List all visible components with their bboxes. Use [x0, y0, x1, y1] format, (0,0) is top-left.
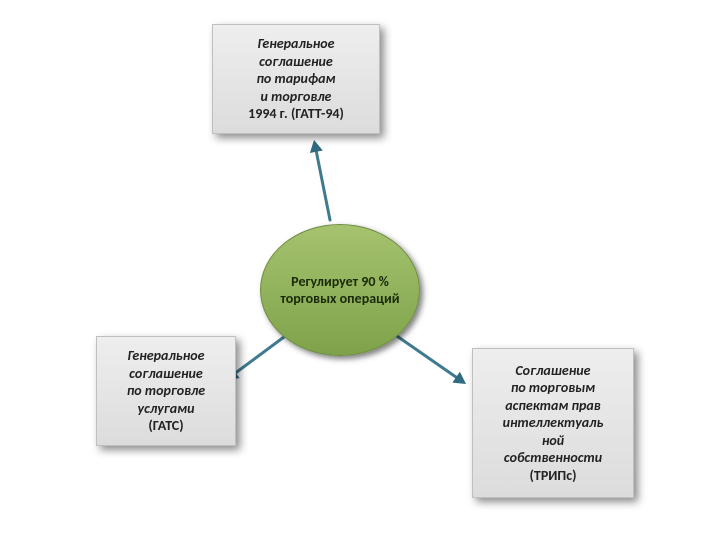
node-left-line: соглашение	[129, 365, 203, 383]
node-right-line: (ТРИПс)	[530, 467, 577, 485]
node-right-line: интеллектуаль	[503, 414, 604, 432]
node-right-line: аспектам прав	[505, 397, 600, 415]
arrow-left-line	[235, 334, 288, 374]
arrow-top-head	[310, 140, 323, 153]
node-left-line: по торговле	[127, 382, 205, 400]
node-left-line: Генеральное	[127, 347, 204, 365]
diagram-canvas: Регулирует 90 % торговых операций Генера…	[0, 0, 720, 540]
node-top-line: по тарифам	[256, 70, 335, 88]
node-top-line: соглашение	[259, 53, 333, 71]
node-top-line: Генеральное	[257, 35, 334, 53]
node-left-line: услугами	[138, 400, 195, 418]
node-right-line: собственности	[504, 449, 602, 467]
node-top-line: и торговле	[261, 88, 332, 106]
node-right-line: Соглашение	[515, 362, 590, 380]
node-right-line: ной	[542, 432, 564, 450]
node-right: Соглашениепо торговымаспектам правинтелл…	[472, 348, 634, 498]
node-right-line: по торговым	[511, 379, 595, 397]
node-top: Генеральноесоглашениепо тарифами торговл…	[212, 24, 380, 134]
arrow-right-line	[394, 334, 457, 378]
center-node: Регулирует 90 % торговых операций	[260, 224, 420, 356]
node-left-line: (ГАТС)	[148, 417, 183, 435]
node-top-line: 1994 г. (ГАТТ-94)	[248, 105, 344, 123]
arrow-right-head	[452, 372, 466, 384]
node-left: Генеральноесоглашениепо торговлеуслугами…	[96, 336, 236, 446]
arrow-top-line	[316, 151, 330, 220]
center-node-label: Регулирует 90 % торговых операций	[271, 273, 409, 308]
